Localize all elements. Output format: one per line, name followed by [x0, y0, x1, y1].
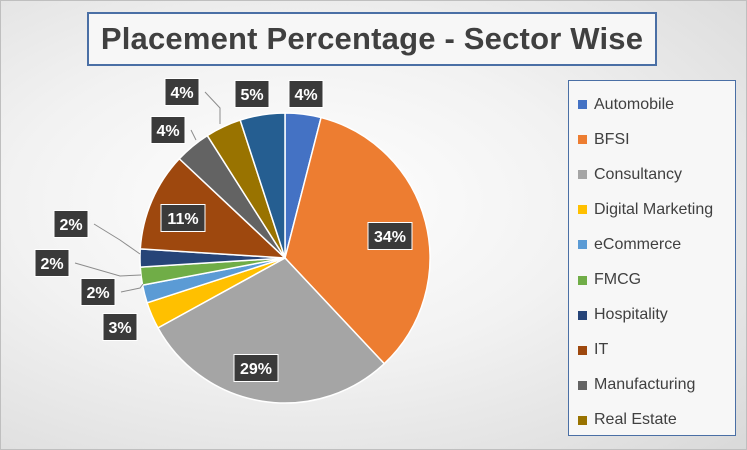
legend-item: Real Estate: [569, 403, 735, 438]
legend-swatch: [578, 345, 587, 355]
data-label-box: [233, 354, 279, 382]
legend-swatch: [578, 310, 587, 320]
legend-swatch: [578, 135, 587, 145]
leader-line: [190, 129, 197, 141]
legend-label: Hospitality: [594, 306, 668, 324]
data-label-box: [102, 313, 138, 341]
pie-slices: [139, 112, 431, 404]
leader-line: [120, 283, 144, 293]
data-label: 4%: [156, 123, 179, 140]
legend-item: FMCG: [569, 262, 735, 297]
data-label: 4%: [170, 85, 193, 102]
pie-slice-consultancy: [156, 257, 386, 404]
legend-label: Consultancy: [594, 165, 683, 183]
leader-line: [93, 223, 141, 255]
data-label: 34%: [374, 229, 406, 246]
chart-title-box: Placement Percentage - Sector Wise: [87, 12, 657, 66]
data-label: 5%: [240, 87, 263, 104]
chart-title: Placement Percentage - Sector Wise: [100, 21, 644, 56]
legend-label: Automobile: [594, 95, 675, 113]
data-label-box: [234, 80, 270, 108]
data-label: 2%: [59, 217, 82, 234]
legend-item: eCommerce: [569, 227, 735, 262]
legend-label: Real Estate: [594, 411, 677, 429]
legend-item: Digital Marketing: [569, 192, 735, 227]
data-label-box: [53, 210, 89, 238]
data-label: 29%: [240, 361, 272, 378]
data-label: 2%: [86, 285, 109, 302]
legend-label: IT: [594, 341, 609, 359]
legend-swatch: [578, 380, 587, 390]
pie-slice-bfsi: [284, 116, 431, 365]
legend: Automobile BFSI Consultancy Digital Marketi…: [568, 80, 736, 436]
data-label-box: [160, 204, 206, 232]
legend-label: eCommerce: [594, 235, 682, 253]
legend-swatch: [578, 415, 587, 425]
legend-swatch: [578, 275, 587, 285]
data-label-box: [288, 80, 324, 108]
data-label: 2%: [40, 256, 63, 273]
legend-item: BFSI: [569, 122, 735, 157]
legend-item: Consultancy: [569, 157, 735, 192]
data-label-box: [367, 222, 413, 250]
data-label: 3%: [108, 320, 131, 337]
data-label: 11%: [167, 211, 198, 228]
data-label-box: [80, 278, 116, 306]
legend-label: BFSI: [594, 130, 630, 148]
leader-line: [74, 262, 142, 277]
legend-item: Manufacturing: [569, 368, 735, 403]
legend-swatch: [578, 205, 587, 215]
pie-slice-unlabeled-10: [239, 112, 286, 259]
legend-label: FMCG: [594, 271, 642, 289]
data-label-box: [150, 116, 186, 144]
legend-label: Digital Marketing: [594, 200, 714, 218]
leader-line: [204, 91, 221, 124]
legend-swatch: [578, 100, 587, 110]
data-label-box: [164, 78, 200, 106]
legend-item: Hospitality: [569, 298, 735, 333]
legend-swatch: [578, 170, 587, 180]
legend-item: IT: [569, 333, 735, 368]
legend-swatch: [578, 240, 587, 250]
legend-item: Automobile: [569, 87, 735, 122]
legend-label: Manufacturing: [594, 376, 696, 394]
data-label-box: [34, 249, 70, 277]
data-label: 4%: [294, 87, 317, 104]
pie-slice-it: [139, 157, 288, 259]
